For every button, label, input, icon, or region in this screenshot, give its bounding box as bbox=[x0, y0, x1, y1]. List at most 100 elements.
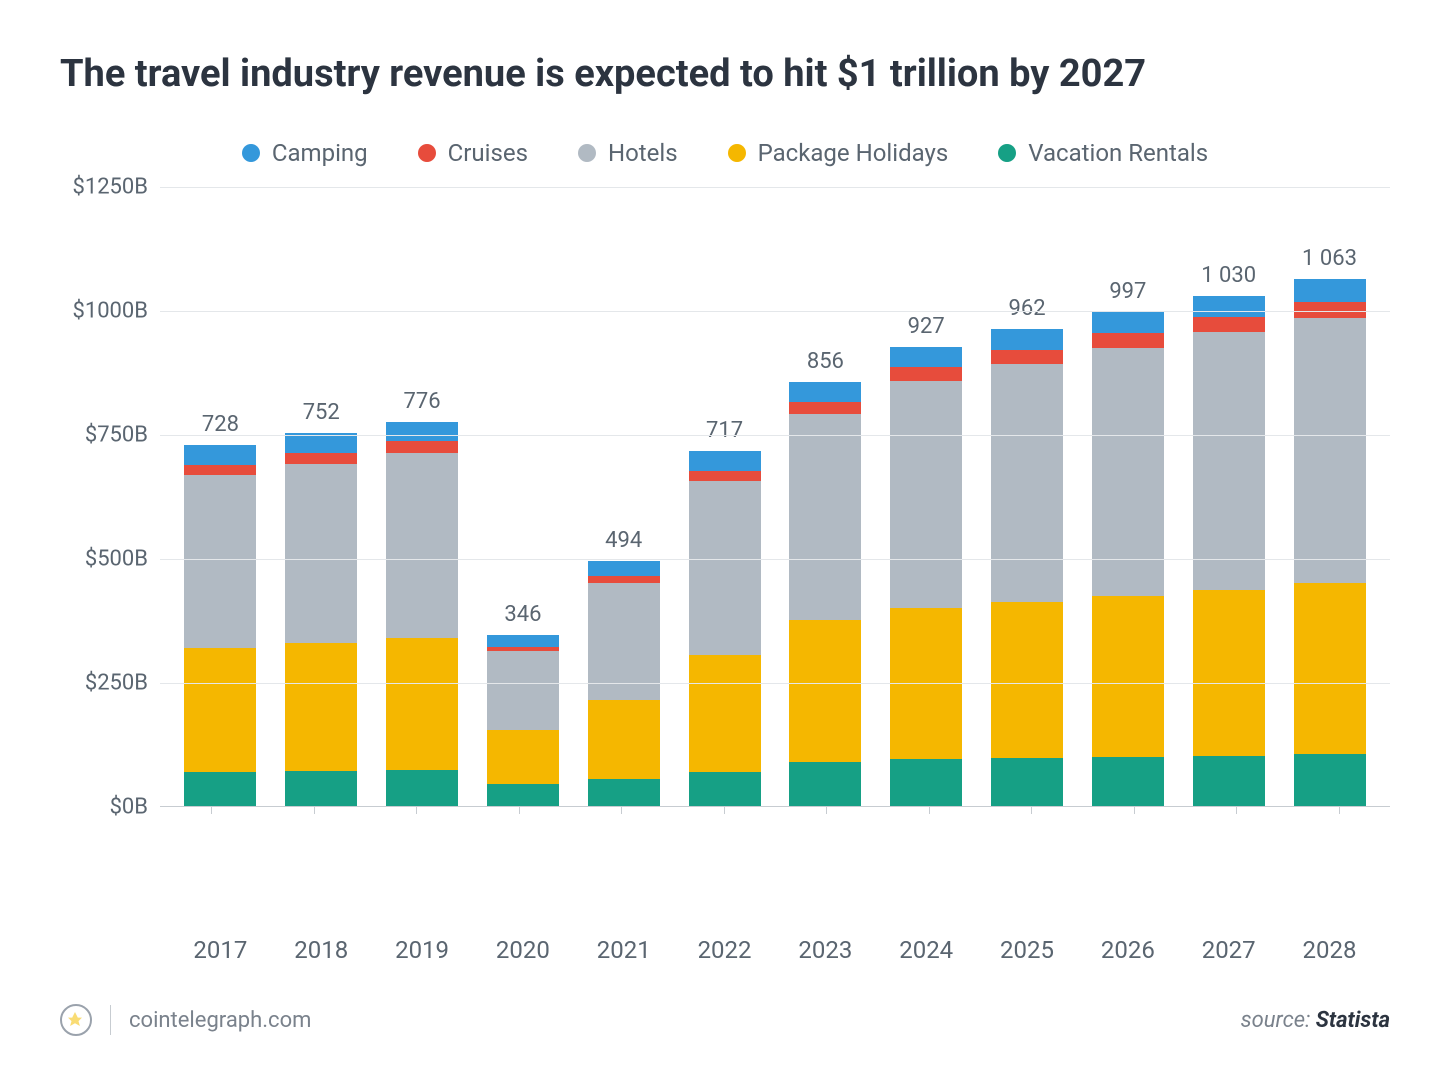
bar-stack bbox=[991, 329, 1063, 806]
bar-group: 1 063 bbox=[1287, 246, 1372, 806]
bar-total-label: 927 bbox=[908, 314, 945, 339]
bar-segment-hotels bbox=[991, 364, 1063, 602]
bar-stack bbox=[1294, 279, 1366, 806]
legend: Camping Cruises Hotels Package Holidays Vaca… bbox=[60, 139, 1390, 167]
bar-segment-hotels bbox=[285, 464, 357, 643]
bar-segment-camping bbox=[789, 382, 861, 402]
legend-label: Vacation Rentals bbox=[1028, 139, 1208, 167]
bar-segment-cruises bbox=[285, 453, 357, 464]
footer: cointelegraph.com source: Statista bbox=[60, 1004, 1390, 1036]
bar-segment-hotels bbox=[689, 481, 761, 656]
bar-segment-package_holidays bbox=[991, 602, 1063, 758]
bar-segment-vacation_rentals bbox=[890, 759, 962, 806]
legend-label: Camping bbox=[272, 139, 368, 167]
bar-segment-camping bbox=[890, 347, 962, 368]
bar-segment-package_holidays bbox=[1193, 590, 1265, 756]
bar-stack bbox=[789, 382, 861, 807]
x-tick bbox=[826, 806, 827, 814]
bar-segment-cruises bbox=[588, 576, 660, 583]
source-name: Statista bbox=[1316, 1008, 1390, 1033]
bar-total-label: 1 063 bbox=[1302, 246, 1357, 271]
bar-total-label: 752 bbox=[303, 400, 340, 425]
bar-segment-package_holidays bbox=[285, 643, 357, 771]
bar-segment-camping bbox=[588, 561, 660, 576]
bar-segment-cruises bbox=[890, 367, 962, 381]
gridline bbox=[160, 311, 1390, 312]
x-tick-label: 2025 bbox=[985, 936, 1070, 964]
bar-segment-hotels bbox=[184, 475, 256, 648]
y-tick-label: $1000B bbox=[72, 299, 148, 324]
x-tick-label: 2019 bbox=[380, 936, 465, 964]
bar-group: 494 bbox=[581, 528, 666, 806]
bar-segment-cruises bbox=[991, 350, 1063, 364]
x-tick bbox=[1031, 806, 1032, 814]
bar-segment-vacation_rentals bbox=[789, 762, 861, 807]
bar-segment-cruises bbox=[689, 471, 761, 481]
bar-total-label: 776 bbox=[404, 389, 441, 414]
bar-segment-camping bbox=[1294, 279, 1366, 302]
bar-group: 962 bbox=[985, 296, 1070, 806]
bar-total-label: 962 bbox=[1008, 296, 1045, 321]
bar-total-label: 346 bbox=[504, 602, 541, 627]
bar-stack bbox=[1193, 296, 1265, 807]
bar-segment-package_holidays bbox=[588, 700, 660, 779]
legend-item: Camping bbox=[242, 139, 368, 167]
x-tick bbox=[1339, 806, 1340, 814]
legend-dot-icon bbox=[578, 144, 596, 162]
bar-total-label: 717 bbox=[706, 418, 743, 443]
bar-group: 776 bbox=[380, 389, 465, 807]
bar-segment-camping bbox=[386, 422, 458, 442]
x-tick bbox=[929, 806, 930, 814]
chart-title: The travel industry revenue is expected … bbox=[60, 50, 1260, 99]
x-tick bbox=[314, 806, 315, 814]
bars-container: 7287527763464947178569279629971 0301 063 bbox=[160, 187, 1390, 807]
legend-item: Cruises bbox=[418, 139, 528, 167]
bar-segment-camping bbox=[689, 451, 761, 471]
bar-segment-camping bbox=[184, 445, 256, 465]
x-tick bbox=[1134, 806, 1135, 814]
bar-segment-vacation_rentals bbox=[991, 758, 1063, 807]
x-axis: 2017201820192020202120222023202420252026… bbox=[60, 918, 1390, 964]
bar-group: 717 bbox=[682, 418, 767, 807]
bar-segment-vacation_rentals bbox=[1092, 757, 1164, 807]
bar-segment-package_holidays bbox=[689, 655, 761, 772]
bar-segment-camping bbox=[285, 433, 357, 453]
gridline bbox=[160, 187, 1390, 188]
bar-segment-camping bbox=[487, 635, 559, 647]
bar-segment-camping bbox=[1092, 312, 1164, 333]
y-tick-label: $750B bbox=[85, 423, 148, 448]
x-tick bbox=[211, 806, 212, 814]
x-tick-label: 2018 bbox=[279, 936, 364, 964]
legend-label: Cruises bbox=[448, 139, 528, 167]
bar-segment-hotels bbox=[890, 381, 962, 608]
bar-segment-hotels bbox=[386, 453, 458, 638]
bar-segment-cruises bbox=[184, 465, 256, 475]
legend-item: Package Holidays bbox=[728, 139, 949, 167]
plot: $0B$250B$500B$750B$1000B$1250B 728752776… bbox=[60, 187, 1390, 918]
x-tick-label: 2027 bbox=[1186, 936, 1271, 964]
x-tick-label: 2017 bbox=[178, 936, 263, 964]
x-tick bbox=[1236, 806, 1237, 814]
bar-segment-camping bbox=[1193, 296, 1265, 317]
bar-total-label: 1 030 bbox=[1201, 263, 1256, 288]
bar-segment-vacation_rentals bbox=[386, 770, 458, 807]
bar-segment-hotels bbox=[588, 583, 660, 700]
bar-stack bbox=[285, 433, 357, 806]
y-axis: $0B$250B$500B$750B$1000B$1250B bbox=[60, 187, 160, 807]
x-tick-label: 2022 bbox=[682, 936, 767, 964]
bar-stack bbox=[689, 451, 761, 807]
bar-segment-vacation_rentals bbox=[285, 771, 357, 807]
x-tick-label: 2021 bbox=[581, 936, 666, 964]
bar-group: 728 bbox=[178, 412, 263, 806]
bar-stack bbox=[487, 635, 559, 807]
bar-segment-package_holidays bbox=[487, 730, 559, 785]
y-tick-label: $1250B bbox=[72, 175, 148, 200]
bar-segment-vacation_rentals bbox=[184, 772, 256, 807]
legend-item: Hotels bbox=[578, 139, 678, 167]
bar-segment-cruises bbox=[789, 402, 861, 414]
bar-segment-cruises bbox=[1193, 317, 1265, 332]
site-label: cointelegraph.com bbox=[129, 1008, 311, 1033]
bar-segment-camping bbox=[991, 329, 1063, 350]
bar-total-label: 856 bbox=[807, 349, 844, 374]
bar-segment-hotels bbox=[1193, 332, 1265, 590]
